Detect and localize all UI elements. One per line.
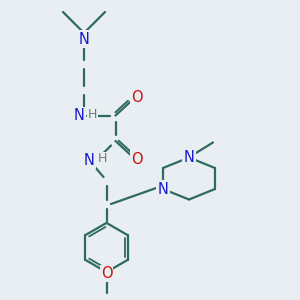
Text: N: N xyxy=(184,150,194,165)
Text: N: N xyxy=(73,108,84,123)
Text: O: O xyxy=(131,152,142,166)
Text: N: N xyxy=(79,32,89,46)
Text: O: O xyxy=(131,90,142,105)
Text: O: O xyxy=(101,266,112,281)
Text: H: H xyxy=(88,107,97,121)
Text: N: N xyxy=(84,153,95,168)
Text: H: H xyxy=(98,152,107,166)
Text: N: N xyxy=(158,182,169,196)
